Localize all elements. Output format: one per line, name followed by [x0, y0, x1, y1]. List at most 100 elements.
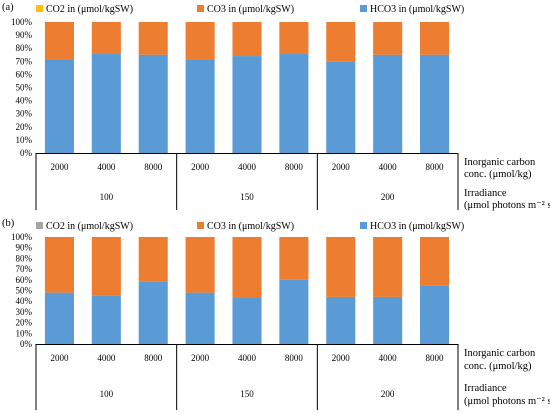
y-tick-label: 50%: [16, 286, 33, 296]
bar-co3: [91, 22, 121, 54]
x-tick-label: 8000: [285, 162, 304, 172]
y-tick-label: 100%: [11, 17, 33, 27]
bar-hco3: [185, 59, 215, 153]
x-tick-label: 8000: [426, 162, 445, 172]
category-axis-label: conc. (μmol/kg): [464, 169, 532, 180]
legend-label: CO2 in (μmol/kgSW): [46, 4, 133, 15]
panel-label: (b): [2, 218, 15, 229]
bar-co3: [279, 22, 309, 54]
y-tick-label: 20%: [16, 318, 33, 328]
y-tick-label: 20%: [16, 122, 33, 132]
group-label: 200: [381, 192, 395, 202]
legend-label: HCO3 in (μmol/kgSW): [370, 221, 464, 232]
x-tick-label: 4000: [238, 353, 257, 363]
bar-co3: [232, 237, 262, 298]
y-tick-label: 30%: [16, 307, 33, 317]
x-tick-label: 2000: [191, 353, 210, 363]
y-tick-label: 80%: [16, 43, 33, 53]
legend-swatch: [360, 222, 367, 229]
legend-swatch: [197, 222, 204, 229]
x-tick-label: 2000: [332, 162, 351, 172]
bar-hco3: [91, 53, 121, 153]
group-axis-label: (μmol photons m⁻² s⁻¹): [464, 396, 550, 407]
y-tick-label: 50%: [16, 83, 33, 93]
x-tick-label: 4000: [379, 162, 398, 172]
y-tick-label: 10%: [16, 135, 33, 145]
y-tick-label: 70%: [16, 56, 33, 66]
x-tick-label: 2000: [332, 353, 351, 363]
legend-swatch: [360, 5, 367, 12]
y-tick-label: 100%: [11, 232, 33, 242]
bar-hco3: [279, 53, 309, 153]
x-tick-label: 8000: [426, 353, 445, 363]
x-tick-label: 8000: [144, 162, 163, 172]
x-tick-label: 8000: [285, 353, 304, 363]
category-axis-label: Inorganic carbon: [464, 348, 536, 359]
bar-hco3: [138, 54, 168, 153]
bar-hco3: [373, 296, 403, 344]
bar-hco3: [44, 59, 74, 153]
y-tick-label: 80%: [16, 253, 33, 263]
group-axis-label: Irradiance: [464, 383, 507, 394]
group-axis-label: Irradiance: [464, 188, 507, 199]
x-tick-label: 2000: [191, 162, 210, 172]
bar-co3: [279, 237, 309, 280]
bar-hco3: [326, 296, 356, 344]
bar-hco3: [138, 281, 168, 344]
bar-co3: [373, 22, 403, 55]
x-tick-label: 4000: [379, 353, 398, 363]
bar-co3: [326, 237, 356, 297]
chart-panel-a: (a) CO2 in (μmol/kgSW) CO3 in (μmol/kgSW) H…: [2, 2, 550, 211]
y-tick-label: 0%: [20, 148, 33, 158]
y-tick-label: 30%: [16, 109, 33, 119]
bar-hco3: [420, 285, 450, 344]
legend-swatch: [197, 5, 204, 12]
y-tick-label: 90%: [16, 30, 33, 40]
legend-swatch: [36, 222, 43, 229]
legend-label: HCO3 in (μmol/kgSW): [370, 4, 464, 15]
y-tick-label: 60%: [16, 275, 33, 285]
category-axis-label: Inorganic carbon: [464, 157, 536, 168]
bar-co3: [420, 22, 450, 55]
bar-co3: [326, 22, 356, 62]
bar-hco3: [279, 279, 309, 344]
group-axis-label: (μmol photons m⁻² s⁻¹): [464, 200, 550, 211]
y-tick-label: 90%: [16, 243, 33, 253]
bar-hco3: [232, 297, 262, 344]
panel-label: (a): [2, 2, 14, 13]
bar-hco3: [373, 54, 403, 153]
y-tick-label: 0%: [20, 339, 33, 349]
legend-label: CO2 in (μmol/kgSW): [46, 221, 133, 232]
bar-hco3: [44, 292, 74, 344]
bar-co3: [420, 237, 450, 286]
x-tick-label: 8000: [144, 353, 163, 363]
legend-label: CO3 in (μmol/kgSW): [207, 4, 294, 15]
y-tick-label: 10%: [16, 328, 33, 338]
category-axis-label: conc. (μmol/kg): [464, 361, 532, 372]
bar-hco3: [91, 295, 121, 344]
group-label: 150: [240, 192, 254, 202]
bar-co3: [138, 237, 168, 282]
bar-co3: [232, 22, 262, 57]
bar-hco3: [185, 292, 215, 344]
bar-co3: [373, 237, 403, 297]
bar-co3: [44, 237, 74, 293]
bar-hco3: [420, 54, 450, 153]
x-tick-label: 2000: [50, 162, 69, 172]
group-label: 100: [100, 389, 114, 399]
group-label: 150: [240, 389, 254, 399]
x-tick-label: 4000: [238, 162, 257, 172]
bar-co3: [185, 22, 215, 60]
bar-co3: [91, 237, 121, 296]
bar-hco3: [232, 56, 262, 154]
y-tick-label: 60%: [16, 69, 33, 79]
group-label: 100: [100, 192, 114, 202]
bar-hco3: [326, 61, 356, 153]
bar-co3: [185, 237, 215, 293]
y-tick-label: 70%: [16, 264, 33, 274]
legend-label: CO3 in (μmol/kgSW): [207, 221, 294, 232]
group-label: 200: [381, 389, 395, 399]
x-tick-label: 4000: [97, 353, 116, 363]
y-tick-label: 40%: [16, 296, 33, 306]
